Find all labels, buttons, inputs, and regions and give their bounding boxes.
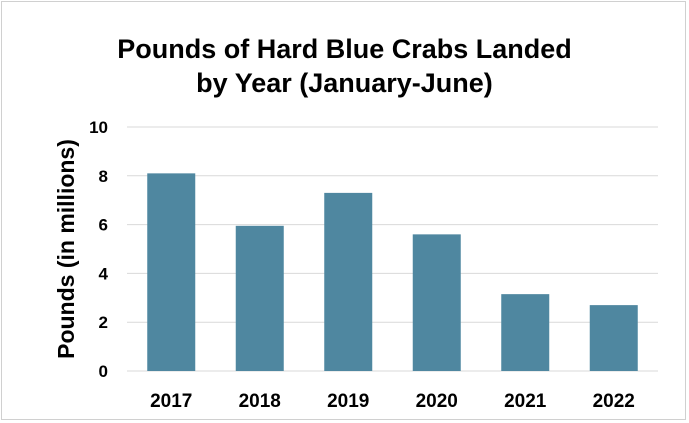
y-tick-label: 0: [99, 362, 108, 381]
x-tick-label: 2021: [504, 391, 547, 412]
y-tick-label: 8: [99, 167, 108, 186]
y-tick-label: 4: [99, 264, 109, 283]
bar-2022: [589, 305, 638, 371]
chart-title-line-2: by Year (January-June): [196, 68, 493, 98]
x-tick-label: 2022: [593, 391, 635, 412]
bar-2021: [501, 294, 550, 371]
x-tick-label: 2019: [327, 391, 369, 412]
bar-2018: [235, 225, 284, 371]
y-tick-label: 10: [89, 118, 108, 137]
gridlines: [127, 126, 658, 372]
bars: [147, 173, 638, 371]
y-axis-label: Pounds (in millions): [53, 139, 79, 359]
y-axis-ticks: 0 2 4 6 8 10: [89, 118, 108, 381]
x-axis-ticks: 2017 2018 2019 2020 2021 2022: [150, 391, 635, 412]
x-tick-label: 2018: [239, 391, 281, 412]
x-tick-label: 2020: [416, 391, 458, 412]
bar-2019: [324, 192, 373, 371]
bar-2020: [412, 234, 461, 371]
y-tick-label: 2: [99, 313, 108, 332]
bar-2017: [147, 173, 196, 371]
y-tick-label: 6: [99, 216, 108, 235]
chart-title-line-1: Pounds of Hard Blue Crabs Landed: [117, 34, 572, 64]
x-tick-label: 2017: [150, 391, 192, 412]
